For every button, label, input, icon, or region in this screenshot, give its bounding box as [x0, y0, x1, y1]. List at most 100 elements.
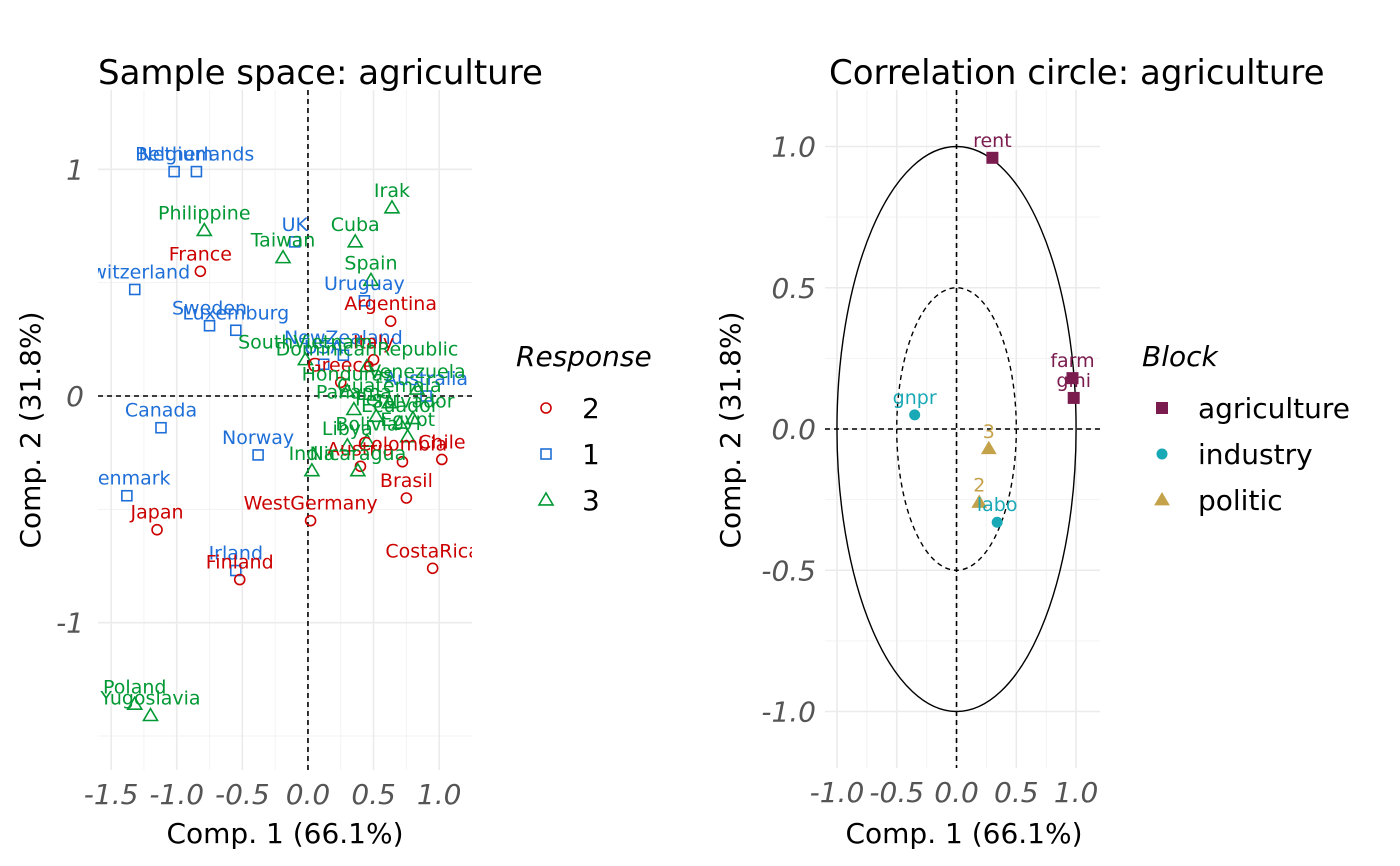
point-india: [303, 462, 321, 477]
response-legend: Response 2 1 3: [516, 340, 652, 517]
x-tick-label: -0.5: [215, 778, 270, 811]
label-guatemala: Guatemala: [337, 375, 442, 397]
x-tick-label: -1.0: [149, 778, 204, 811]
label-uruguay: Uruguay: [324, 273, 405, 295]
label-egypt: Egypt: [380, 409, 435, 431]
legend-key-3: [537, 491, 555, 506]
label-taiwan: Taiwan: [250, 230, 316, 252]
label-uk: UK: [282, 214, 309, 236]
point-chile: [436, 453, 448, 466]
label-brasil: Brasil: [380, 470, 433, 492]
point-cuba: [346, 233, 364, 248]
point-peru: [367, 407, 385, 423]
point-libya: [338, 437, 356, 452]
y-tick-label: 1: [66, 153, 84, 186]
label-newzealand: NewZealand: [284, 327, 403, 349]
legend-key-industry: [1156, 448, 1168, 460]
point-norway: [252, 449, 264, 461]
x-tick-label: 0.0: [286, 778, 331, 811]
label-nicaragua: Nicaragua: [309, 443, 406, 465]
point-ecuador: [391, 414, 409, 429]
label-honduras: Honduras: [302, 363, 393, 385]
point-italy: [367, 353, 380, 366]
point-brasil: [400, 492, 413, 504]
label-luxemburg: Luxemburg: [182, 302, 289, 324]
point-spain: [362, 271, 380, 287]
point-costarica: [426, 562, 439, 575]
point-venezuela: [408, 380, 426, 395]
y-tick-label: 0.0: [771, 413, 816, 446]
point-irak: [383, 199, 401, 214]
x-tick-label: -1.5: [84, 778, 139, 811]
legend-key-1: [540, 448, 552, 460]
point-france: [194, 265, 207, 278]
point-argentina: [384, 315, 397, 328]
block-legend-title: Block: [1142, 340, 1220, 373]
point-yugoslavia: [142, 707, 159, 722]
legend-label-politic: politic: [1198, 484, 1283, 517]
point-denmark: [121, 489, 133, 502]
legend-label-industry: industry: [1198, 438, 1313, 471]
label-spain: Spain: [344, 252, 397, 274]
point-netherlands: [190, 165, 203, 178]
point-sweden: [203, 319, 216, 332]
sample-space-grid: [98, 90, 472, 770]
label-usa: USA: [304, 336, 343, 358]
point-panama: [345, 401, 363, 416]
point-2: [971, 494, 988, 508]
correlation-circle-reference-lines: [825, 90, 1100, 768]
label-ecuador: Ecuador: [361, 395, 439, 417]
y-tick-label: -0.5: [761, 554, 816, 587]
point-nicaragua: [349, 462, 367, 477]
point-poland: [126, 695, 144, 710]
correlation-circle-points: [909, 151, 1080, 528]
label-costarica: CostaRica: [385, 540, 479, 562]
label-argentina: Argentina: [344, 293, 437, 315]
label-austria: Austria: [327, 438, 394, 460]
x-tick-label: 0.5: [994, 776, 1039, 809]
point-philippine: [195, 221, 213, 237]
point-switzerland: [128, 283, 141, 296]
label-panama: Panama: [316, 382, 392, 404]
label-salvador: Salvador: [371, 391, 455, 413]
point-rent: [986, 151, 999, 164]
point-gnpr: [909, 409, 921, 421]
correlation-circle-x-tick-labels: -1.0 -0.5 0.0 0.5 1.0: [810, 776, 1099, 809]
label-labo: labo: [977, 494, 1018, 516]
point-bolivia: [358, 432, 376, 448]
label-irak: Irak: [374, 180, 410, 202]
point-belgium: [168, 165, 180, 178]
label-canada: Canada: [125, 400, 197, 422]
label-belgium: Belgium: [135, 144, 213, 166]
label-irland: Irland: [209, 543, 263, 565]
label-australia: Australia: [384, 368, 468, 390]
point-australia: [420, 390, 432, 402]
legend-key-politic: [1154, 492, 1170, 506]
label-sweden: Sweden: [172, 298, 247, 320]
point-canada: [155, 421, 167, 434]
label-dominicanrepublic: DominicanRepublic: [276, 339, 459, 361]
label-colombia: Colombia: [358, 434, 447, 456]
point-3: [980, 440, 997, 455]
label-finland: Finland: [206, 552, 274, 574]
y-tick-label: -1: [56, 607, 84, 640]
label-greece: Greece: [307, 354, 375, 376]
point-labo: [991, 516, 1003, 528]
point-salvador: [404, 410, 422, 425]
point-dominicanrepublic: [358, 357, 376, 373]
point-taiwan: [274, 249, 292, 264]
x-tick-label: 0.5: [351, 778, 396, 811]
sample-space-y-tick-labels: -1 0 1: [56, 153, 84, 639]
label-peru: Peru: [355, 388, 397, 410]
label-switzerland: Switzerland: [79, 261, 190, 283]
legend-label-1: 1: [582, 438, 600, 471]
label-france: France: [169, 243, 232, 265]
point-japan: [151, 523, 163, 536]
sample-space-points: [121, 165, 448, 722]
point-luxemburg: [229, 324, 242, 337]
sample-space-x-axis-title: Comp. 1 (66.1%): [166, 817, 403, 850]
label-chile: Chile: [418, 431, 466, 453]
point-honduras: [338, 382, 356, 398]
